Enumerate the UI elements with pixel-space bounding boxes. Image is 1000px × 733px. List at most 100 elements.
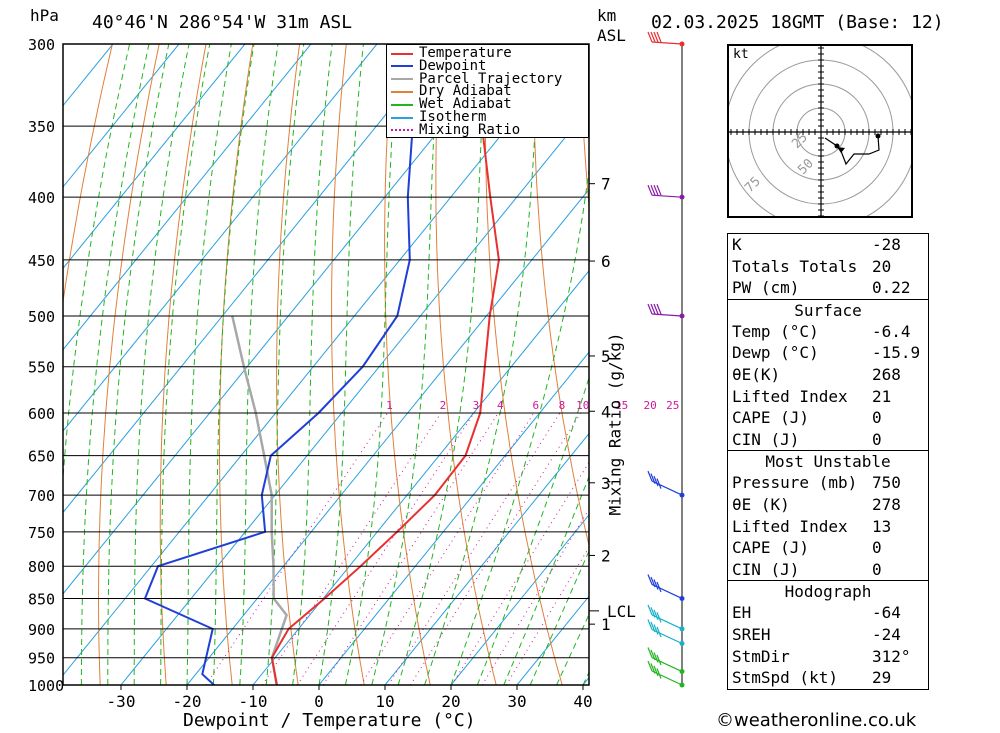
hodograph-unit-label: kt [733,47,749,62]
isotherm-line [120,107,589,685]
wind-barb [647,31,683,45]
wind-barb [647,574,683,600]
hodograph-ring-label: 25 [789,130,811,152]
index-label: CAPE (J) [732,408,810,428]
most-unstable-section: Most Unstable Pressure (mb) 750 θE (K) 278 L… [728,450,928,580]
index-row: CAPE (J) 0 [728,407,928,429]
pressure-tick-label: 500 [28,308,55,326]
index-label: Lifted Index [732,386,848,406]
km-tick-label: 1 [601,615,611,634]
wet-adiabat-line [503,475,589,685]
stability-indices-table: K -28 Totals Totals 20 PW (cm) 0.22 Surface T… [727,233,929,690]
km-tick-label: 4 [601,402,611,421]
hodograph-indices-section: Hodograph EH -64 SREH -24 StmDir 312° StmSpd (… [728,580,928,688]
dry-adiabat-line [98,44,160,685]
hodograph-section-title: Hodograph [784,582,872,602]
legend-swatch [391,129,413,132]
pressure-tick-label: 450 [28,252,55,270]
index-value: -24 [872,624,901,644]
index-row: StmDir 312° [728,646,928,668]
index-value: 0 [872,408,882,428]
km-unit-label: km [597,6,617,25]
index-label: CIN (J) [732,559,800,579]
run-datetime: 02.03.2025 18GMT (Base: 12) [651,12,944,33]
index-value: 21 [872,386,892,406]
mixing-ratio-label: 6 [533,399,540,412]
mixing-ratio-label: 20 [644,399,657,412]
wind-barb [647,619,683,645]
dry-adiabat-line [435,44,497,685]
index-row: K -28 [728,234,928,256]
legend-item: Temperature [391,46,512,60]
legend-item: Dry Adiabat [391,84,512,98]
index-label: Totals Totals [732,256,858,276]
index-value: 29 [872,668,892,688]
isotherm-line [318,351,589,685]
index-row: Pressure (mb) 750 [728,472,928,494]
legend-item: Mixing Ratio [391,123,520,137]
dry-adiabat-line [579,44,589,211]
legend-swatch [391,65,413,68]
km-tick-label: 2 [601,546,611,565]
isotherm-line [63,44,576,676]
wet-adiabat-line [212,44,255,685]
storm-motion-marker [837,147,845,153]
index-row: Lifted Index 13 [728,516,928,538]
wind-barb [647,470,683,496]
legend-item: Parcel Trajectory [391,70,563,87]
legend-item: Isotherm [391,109,487,125]
wind-barb [647,303,683,317]
wind-barb [647,660,683,686]
index-label: StmDir [732,646,790,666]
pressure-unit-label: hPa [30,6,59,25]
wet-adiabat-line [239,44,279,685]
surface-section: Surface Temp (°C) -6.4 Dewp (°C) -15.9 θE(K)… [728,298,928,451]
copyright-text: ©weatheronline.co.uk [716,710,917,731]
pressure-tick-label: 350 [28,118,55,136]
pressure-tick-label: 750 [28,524,55,542]
dry-adiabat-line [219,44,254,685]
wet-adiabat-line [450,165,589,685]
mixing-ratio-line [451,461,589,685]
legend-label: Dewpoint [419,57,487,74]
index-row: Dewp (°C) -15.9 [728,342,928,364]
lcl-label: LCL [607,602,636,621]
legend-label: Isotherm [419,109,487,125]
isotherm-line [252,270,589,685]
km-tick-label: 7 [601,175,611,194]
index-label: Lifted Index [732,516,848,536]
pressure-tick-label: 600 [28,405,55,423]
index-row: Totals Totals 20 [728,256,928,278]
index-label: EH [732,603,752,623]
hodograph-ring-label: 75 [742,174,764,196]
index-value: -28 [872,235,901,254]
pressure-tick-label: 950 [28,650,55,668]
isotherm-line [63,44,180,188]
mixing-ratio-label: 10 [576,399,589,412]
legend-swatch [391,78,413,81]
plot-frame [62,43,590,686]
pressure-tick-label: 550 [28,359,55,377]
x-tick-label: 20 [441,692,460,711]
index-label: Pressure (mb) [732,473,858,493]
index-value: 0 [872,559,882,579]
legend-label: Wet Adiabat [419,96,512,113]
hodograph-point [875,133,881,139]
index-row: CAPE (J) 0 [728,537,928,559]
dry-adiabat-line [276,44,301,685]
dry-adiabat-line [955,44,1000,685]
mixing-ratio-label: 25 [666,399,679,412]
dewpoint-line [143,44,444,685]
isotherm-line [63,44,312,351]
wind-barb [647,647,683,673]
legend-label: Parcel Trajectory [419,70,563,87]
index-row: Lifted Index 21 [728,386,928,408]
index-row: Temp (°C) -6.4 [728,321,928,343]
x-tick-label: 10 [375,692,394,711]
index-label: PW (cm) [732,278,800,298]
hodograph-trace [824,135,880,166]
legend-item: Dewpoint [391,57,487,74]
km-tick-label: 5 [601,347,611,366]
wind-barb [647,604,683,630]
